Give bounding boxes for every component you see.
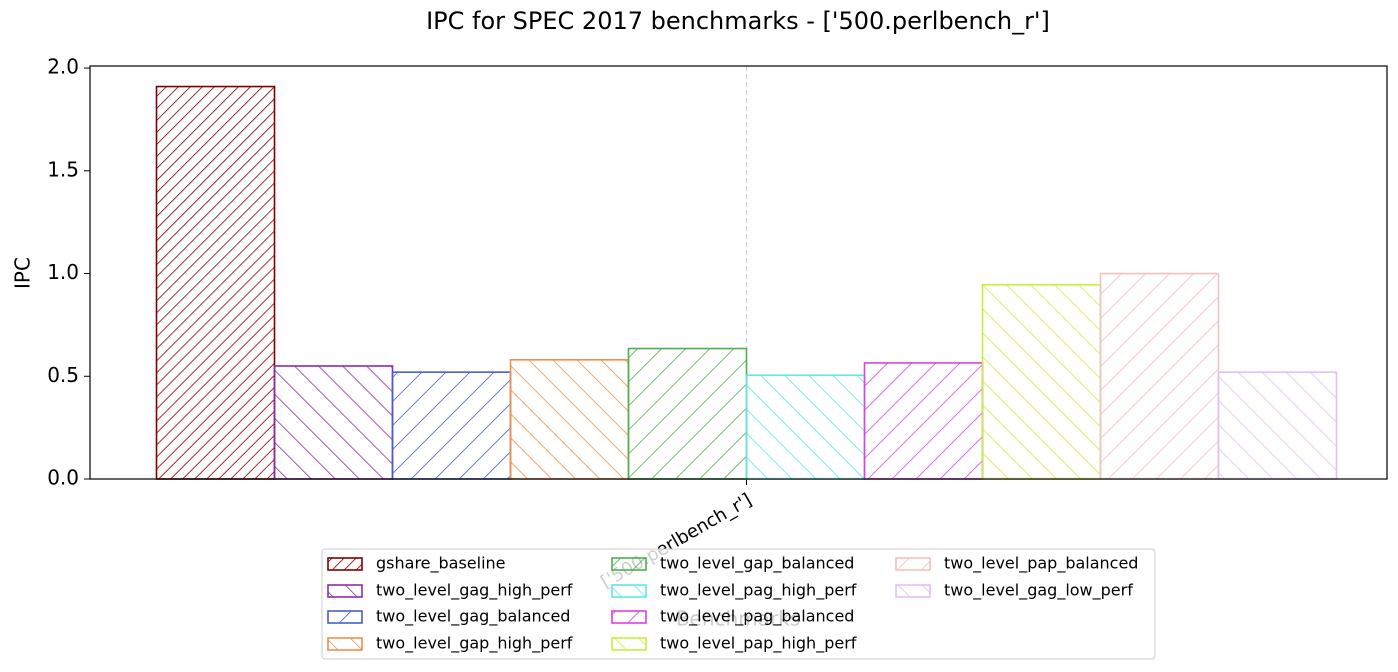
legend-label: two_level_pag_balanced [660, 607, 854, 627]
bar [863, 362, 984, 480]
legend-label: two_level_gap_balanced [660, 554, 854, 574]
plot-frame [89, 65, 1388, 480]
y-tick-label: 0.5 [47, 363, 79, 387]
bar [745, 374, 866, 480]
legend-swatch [327, 610, 363, 624]
legend-swatch [895, 557, 931, 571]
bar [155, 85, 276, 480]
legend-label: two_level_pag_high_perf [660, 581, 857, 601]
legend-swatch [611, 637, 647, 651]
bar [1217, 371, 1338, 480]
legend-swatch [327, 584, 363, 598]
legend-swatch [611, 557, 647, 571]
legend-swatch [611, 610, 647, 624]
legend-label: gshare_baseline [376, 554, 506, 574]
y-tick-label: 1.5 [47, 157, 79, 181]
legend-swatch [327, 637, 363, 651]
legend-label: two_level_gag_balanced [376, 607, 570, 627]
bar [391, 371, 512, 480]
legend-label: two_level_pap_balanced [944, 554, 1138, 574]
legend-swatch [327, 557, 363, 571]
legend-label: two_level_gag_high_perf [376, 581, 573, 601]
y-tick-label: 0.0 [47, 466, 79, 490]
legend-label: two_level_gag_low_perf [944, 581, 1133, 601]
bar [273, 365, 394, 480]
bar [1099, 272, 1220, 480]
y-axis-label: IPC [11, 257, 35, 289]
legend-box [321, 548, 1156, 660]
legend-swatch [895, 584, 931, 598]
bar [509, 359, 630, 480]
legend-swatch [611, 584, 647, 598]
y-tick-label: 1.0 [47, 260, 79, 284]
bar [627, 347, 748, 480]
chart-title: IPC for SPEC 2017 benchmarks - ['500.per… [426, 7, 1050, 35]
legend-label: two_level_gap_high_perf [376, 634, 573, 654]
y-tick-label: 2.0 [47, 55, 79, 79]
bar [981, 284, 1102, 480]
legend-label: two_level_pap_high_perf [660, 634, 857, 654]
